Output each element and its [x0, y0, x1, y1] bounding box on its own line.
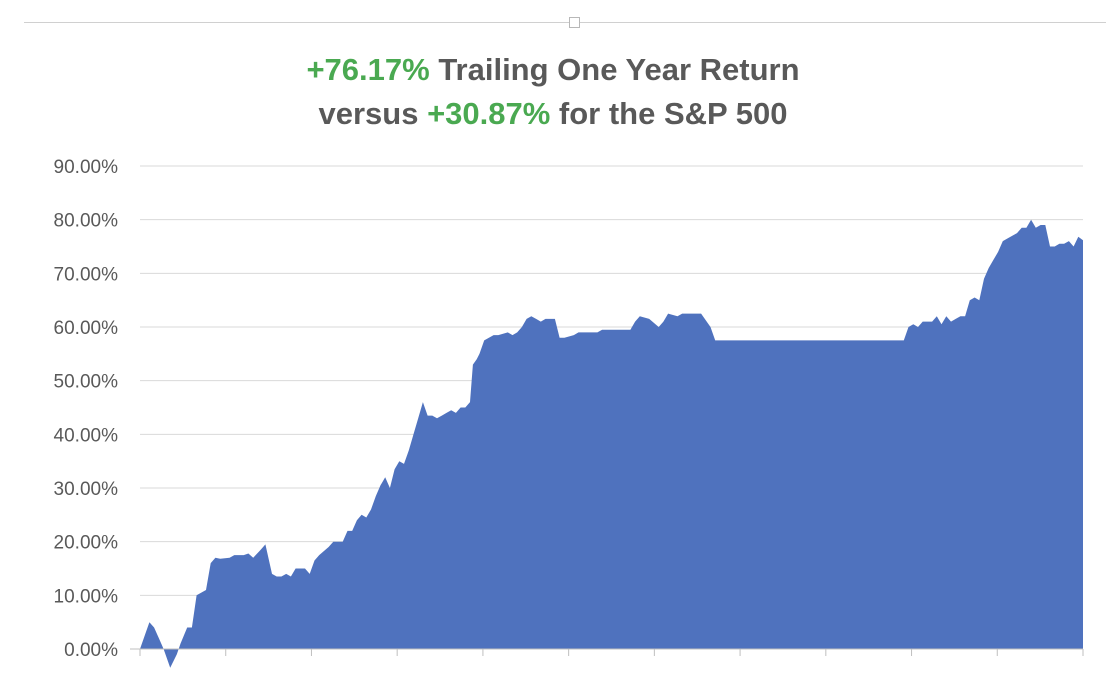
y-axis-tick-labels: 0.00% 10.00% 20.00% 30.00% 40.00% 50.00% 60.00…	[54, 157, 119, 661]
title-line-2-text: for the S&P 500	[550, 96, 788, 131]
y-tick-label: 0.00%	[64, 640, 118, 661]
y-tick-label: 90.00%	[54, 157, 119, 178]
y-tick-label: 80.00%	[54, 211, 119, 232]
y-tick-label: 10.00%	[54, 586, 119, 607]
chart-frame-border	[24, 22, 1106, 23]
x-axis	[130, 648, 1084, 656]
return-area	[140, 219, 1083, 668]
chart-title-line-2: versus +30.87% for the S&P 500	[0, 94, 1106, 134]
y-tick-label: 50.00%	[54, 372, 119, 393]
area-series	[140, 219, 1083, 668]
resize-handle[interactable]	[569, 17, 580, 28]
y-tick-label: 40.00%	[54, 425, 119, 446]
chart-title-line-1: +76.17% Trailing One Year Return	[0, 50, 1106, 90]
y-tick-label: 20.00%	[54, 533, 119, 554]
y-tick-label: 60.00%	[54, 318, 119, 339]
title-line-2-prefix: versus	[318, 96, 428, 131]
title-line-1-text: Trailing One Year Return	[429, 52, 800, 87]
benchmark-return-value: +30.87%	[427, 96, 551, 131]
y-tick-label: 70.00%	[54, 264, 119, 285]
y-tick-label: 30.00%	[54, 479, 119, 500]
fund-return-value: +76.17%	[306, 52, 430, 87]
